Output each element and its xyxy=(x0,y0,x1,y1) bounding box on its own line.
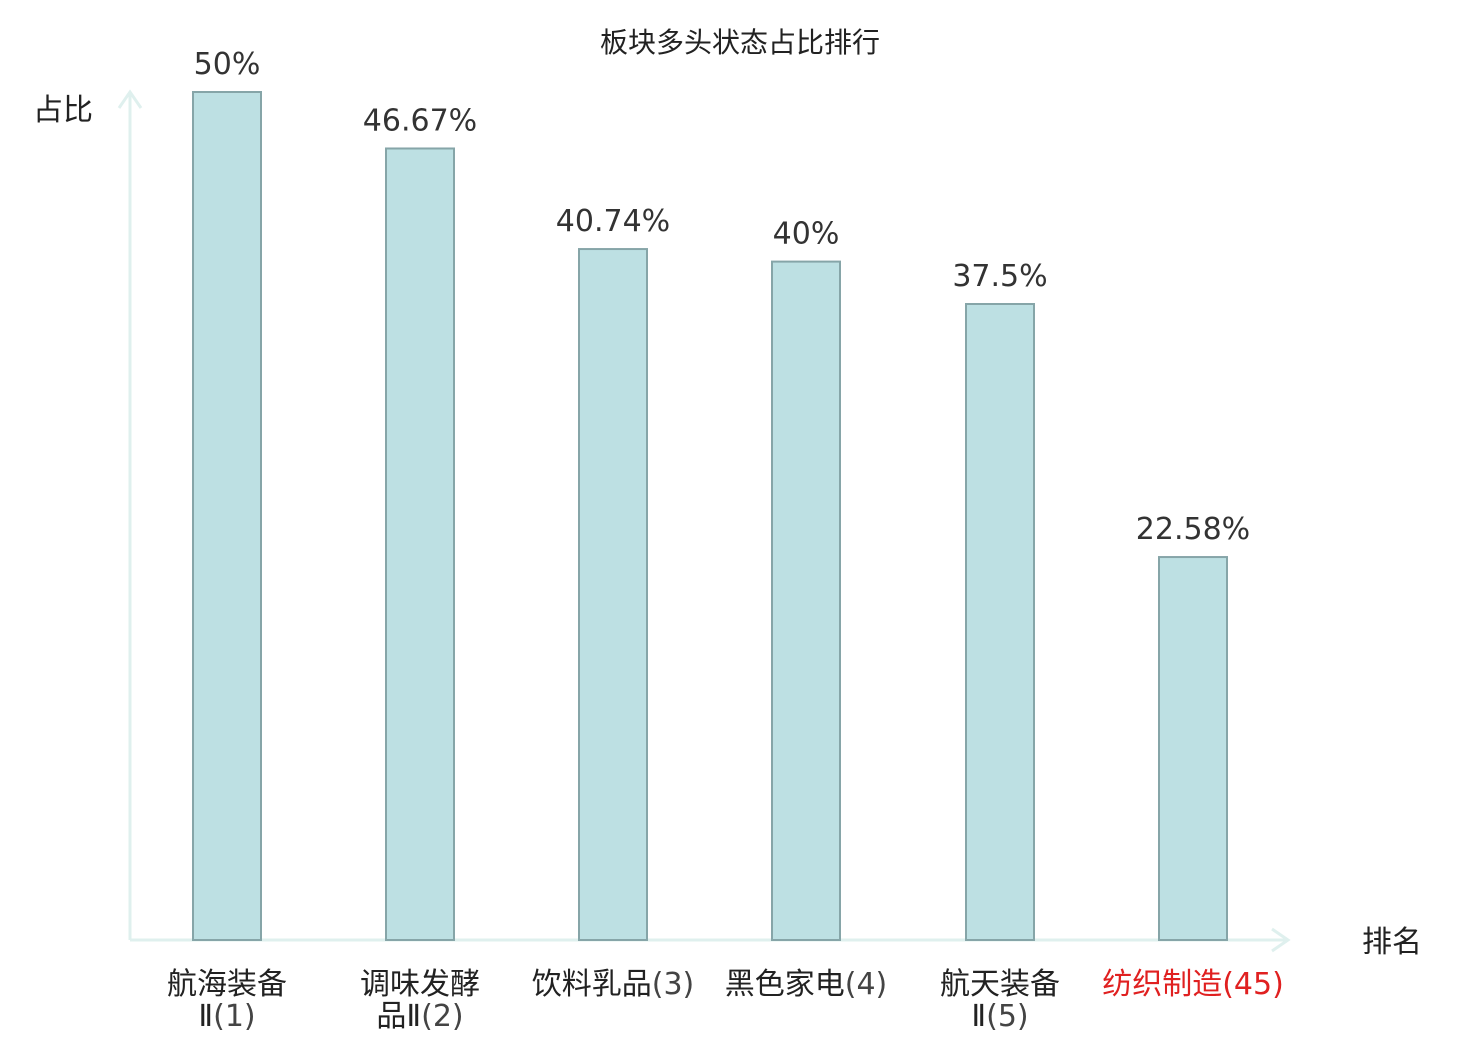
bar xyxy=(192,91,262,941)
category-label: 航海装备 Ⅱ(1) xyxy=(167,967,287,1034)
bar xyxy=(385,147,455,941)
bar-value-label: 37.5% xyxy=(952,259,1047,294)
x-axis xyxy=(130,927,1291,953)
bar-value-label: 40% xyxy=(773,217,840,252)
bar xyxy=(1158,556,1228,941)
bars-group xyxy=(192,91,1228,942)
category-labels-group: 航海装备 Ⅱ(1) 调味发酵品Ⅱ(2) 饮料乳品(3) 黑色家电(4) 航天装备 Ⅱ(5) 纺… xyxy=(167,967,1284,1034)
bar-value-label: 22.58% xyxy=(1136,512,1250,547)
y-axis-label: 占比 xyxy=(33,93,93,128)
bar xyxy=(965,303,1035,941)
category-label: 黑色家电(4) xyxy=(725,967,888,1002)
y-axis xyxy=(117,89,143,940)
category-label: 饮料乳品(3) xyxy=(532,967,695,1002)
category-label: 航天装备 Ⅱ(5) xyxy=(940,967,1060,1034)
category-label: 调味发酵品Ⅱ(2) xyxy=(360,967,480,1034)
bar-value-label: 40.74% xyxy=(556,204,670,239)
bar xyxy=(578,248,648,941)
chart-title: 板块多头状态占比排行 xyxy=(600,26,880,59)
bar xyxy=(771,260,841,942)
bar-value-label: 46.67% xyxy=(363,103,477,138)
x-axis-label: 排名 xyxy=(1362,925,1422,960)
value-labels-group: 50% 46.67% 40.74% 40% 37.5% 22.58% xyxy=(194,47,1251,547)
bar-value-label: 50% xyxy=(194,47,261,82)
category-label: 纺织制造(45) xyxy=(1102,967,1284,1002)
